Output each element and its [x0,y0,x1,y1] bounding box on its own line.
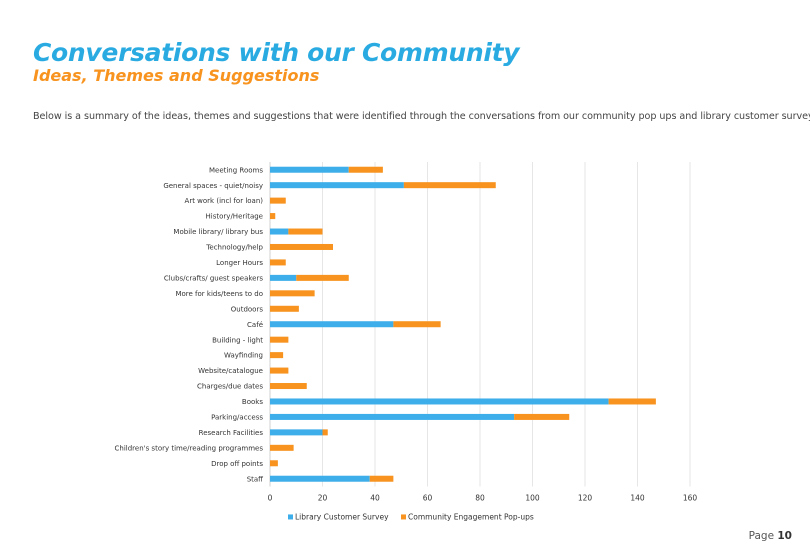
page-title: Conversations with our Community [33,38,520,67]
category-label: Drop off points [211,460,263,468]
x-tick-label: 60 [423,493,433,502]
bar-popups [608,398,656,405]
page-subtitle: Ideas, Themes and Suggestions [33,66,320,85]
bar-survey [270,321,394,328]
bar-popups [270,243,333,250]
bar-popups [270,259,286,266]
bar-popups [270,367,289,374]
x-tick-label: 120 [578,493,593,502]
category-label: Research Facilities [199,429,264,437]
category-label: Books [242,398,263,406]
legend-swatch [288,514,293,520]
bar-survey [270,413,515,420]
category-label: Meeting Rooms [209,166,263,174]
category-label: Café [247,321,263,329]
legend-label: Community Engagement Pop-ups [408,512,534,521]
intro-paragraph: Below is a summary of the ideas, themes … [33,111,810,122]
bar-popups [288,228,323,235]
x-tick-label: 160 [683,493,698,502]
page-label: Page [748,530,775,542]
category-label: Website/catalogue [198,367,263,375]
bar-survey [270,475,370,482]
bar-popups [369,475,394,482]
category-label: Staff [247,475,263,483]
bar-popups [270,352,284,359]
legend-label: Library Customer Survey [295,512,389,521]
category-label: Mobile library/ library bus [173,228,263,236]
category-label: Parking/access [211,414,263,422]
bar-survey [270,429,323,436]
category-label: Charges/due dates [197,383,263,391]
page-number: Page 10 [749,530,792,542]
bar-popups [270,213,276,220]
bar-survey [270,182,404,189]
category-label: Clubs/crafts/ guest speakers [164,274,264,282]
category-label: Outdoors [231,305,264,313]
bar-popups [270,460,278,467]
bar-survey [270,398,609,405]
category-label: Children's story time/reading programmes [115,444,264,452]
bar-popups [514,413,570,420]
bar-popups [270,197,286,204]
category-label: General spaces - quiet/noisy [163,182,263,190]
category-label: Building - light [212,336,263,344]
bar-popups [270,336,289,343]
x-tick-label: 80 [475,493,485,502]
category-label: More for kids/teens to do [175,290,263,298]
x-tick-label: 100 [525,493,540,502]
bar-popups [270,290,315,297]
bar-popups [348,166,383,173]
bar-popups [270,444,294,451]
x-tick-label: 40 [370,493,380,502]
bar-popups [270,305,299,312]
bar-popups [403,182,496,189]
page-number-value: 10 [777,530,792,542]
bar-popups [270,383,307,390]
legend-swatch [401,514,406,520]
bar-survey [270,274,297,281]
category-label: Art work (incl for loan) [185,197,264,205]
category-label: Technology/help [205,244,263,252]
category-label: History/Heritage [206,213,263,221]
category-label: Wayfinding [224,352,263,360]
bar-popups [322,429,328,436]
bar-popups [393,321,441,328]
x-tick-label: 20 [318,493,328,502]
bar-survey [270,166,349,173]
bar-popups [296,274,349,281]
x-tick-label: 140 [630,493,645,502]
bar-survey [270,228,289,235]
category-label: Longer Hours [216,259,263,267]
x-tick-label: 0 [268,493,273,502]
